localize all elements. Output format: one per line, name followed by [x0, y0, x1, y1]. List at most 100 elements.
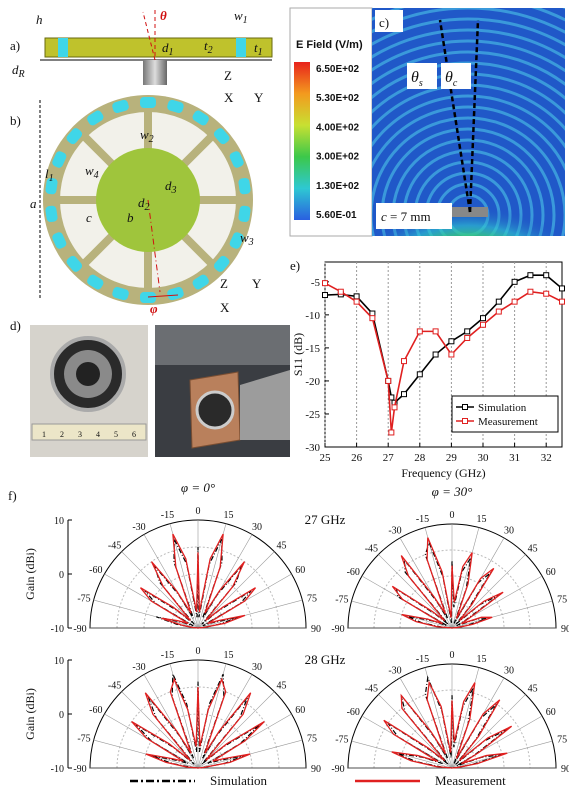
- angle-grid: [399, 677, 453, 769]
- colorbar-label: 6.50E+02: [316, 64, 360, 75]
- sym: d: [165, 178, 172, 193]
- panel-d: d) 1 2 3 4 5 6: [10, 318, 290, 457]
- dim-label: c: [86, 210, 92, 225]
- angle-grid: [451, 554, 526, 629]
- angle-label: 15: [224, 510, 234, 521]
- sym: d: [12, 62, 19, 77]
- slot: [87, 110, 104, 126]
- r-tick-label: -10: [51, 624, 64, 635]
- pattern-line: [131, 677, 265, 769]
- spoke: [144, 110, 152, 150]
- colorbar-label: 5.30E+02: [316, 93, 360, 104]
- colorbar-label: 1.30E+02: [316, 181, 360, 192]
- theta-c: θc: [445, 69, 458, 89]
- panel-label: f): [8, 488, 17, 503]
- outer-ring: [347, 523, 557, 629]
- slot: [192, 274, 209, 290]
- photo-wall: [155, 325, 290, 365]
- frequency-label: 27 GHz: [305, 512, 346, 527]
- angle-label: -60: [347, 707, 360, 718]
- angle-label: 45: [528, 683, 538, 694]
- sub: 2: [145, 202, 150, 213]
- x-tick-label: 30: [478, 452, 490, 464]
- slot: [236, 38, 246, 57]
- slot: [167, 286, 184, 301]
- marker: [353, 298, 360, 305]
- angle-grid: [93, 599, 199, 629]
- slot: [229, 151, 244, 168]
- angle-label: 60: [295, 705, 305, 716]
- dim-label: w2: [140, 127, 154, 145]
- angle-label: -90: [331, 764, 344, 775]
- slot: [229, 232, 244, 249]
- slot: [66, 128, 83, 145]
- angle-grid: [451, 527, 480, 629]
- phi-arrow: [147, 294, 179, 298]
- grid-ring: [373, 549, 531, 629]
- marker: [432, 328, 439, 335]
- sub: R: [18, 69, 25, 80]
- angle-label: -15: [161, 510, 174, 521]
- marker: [401, 391, 407, 398]
- angle-label: 75: [307, 593, 317, 604]
- wavefront: [372, 116, 565, 236]
- x-tick-label: 27: [383, 452, 395, 464]
- angle-label: -90: [73, 624, 86, 635]
- angle-grid: [378, 554, 453, 629]
- angle-label: -45: [108, 541, 121, 552]
- sym: c: [381, 209, 387, 224]
- ruler-label: 4: [96, 430, 100, 439]
- slot: [238, 205, 251, 223]
- panel-a: a) θ h w1 t2 t1 d1 dR Z X Y: [10, 8, 273, 105]
- sub: c: [453, 78, 458, 89]
- marker: [527, 272, 534, 279]
- sub: 2: [149, 134, 154, 145]
- angle-label: -45: [108, 681, 121, 692]
- colorbar: [294, 62, 310, 220]
- angle-label: 0: [450, 650, 455, 661]
- outer-ring: [347, 663, 557, 769]
- axis-z: Z: [220, 276, 228, 291]
- y-axis-label: S11 (dB): [291, 333, 305, 376]
- wavefront: [372, 17, 565, 47]
- pattern-line: [391, 537, 504, 629]
- sub: 1: [258, 47, 263, 58]
- label-box: [376, 203, 452, 229]
- angle-label: 30: [252, 662, 262, 673]
- angle-label: -30: [132, 662, 145, 673]
- label-box: [441, 63, 471, 89]
- wavefront: [372, 39, 565, 73]
- marker: [511, 278, 518, 285]
- ruler-label: 2: [60, 430, 64, 439]
- legend-box: [451, 395, 559, 433]
- marker: [448, 338, 455, 345]
- grid-ring: [116, 546, 280, 629]
- angle-label: -15: [416, 514, 429, 525]
- sym: l: [45, 166, 49, 181]
- ruler-label: 1: [42, 430, 46, 439]
- x-tick-label: 25: [320, 452, 332, 464]
- spoke: [81, 232, 116, 267]
- sym: d: [162, 40, 169, 55]
- angle-label: 30: [504, 665, 514, 676]
- ruler: [31, 423, 147, 441]
- r-tick-label: 10: [54, 656, 64, 667]
- angle-label: -45: [365, 543, 378, 554]
- angle-label: 90: [561, 624, 569, 635]
- slot: [167, 99, 184, 114]
- frequency-label: 28 GHz: [305, 652, 346, 667]
- marker: [322, 280, 328, 287]
- angle-label: -75: [77, 733, 90, 744]
- angle-grid: [197, 551, 275, 629]
- marker: [495, 298, 502, 305]
- outer-ring: [89, 659, 307, 769]
- pattern-line: [387, 675, 508, 769]
- grid-ring: [116, 686, 280, 769]
- sym: w: [234, 8, 243, 23]
- x-axis-label: Frequency (GHz): [401, 466, 485, 480]
- wavefront: [372, 94, 565, 149]
- sym: w: [140, 127, 149, 142]
- angle-grid: [197, 534, 253, 629]
- legend-marker: [462, 418, 468, 424]
